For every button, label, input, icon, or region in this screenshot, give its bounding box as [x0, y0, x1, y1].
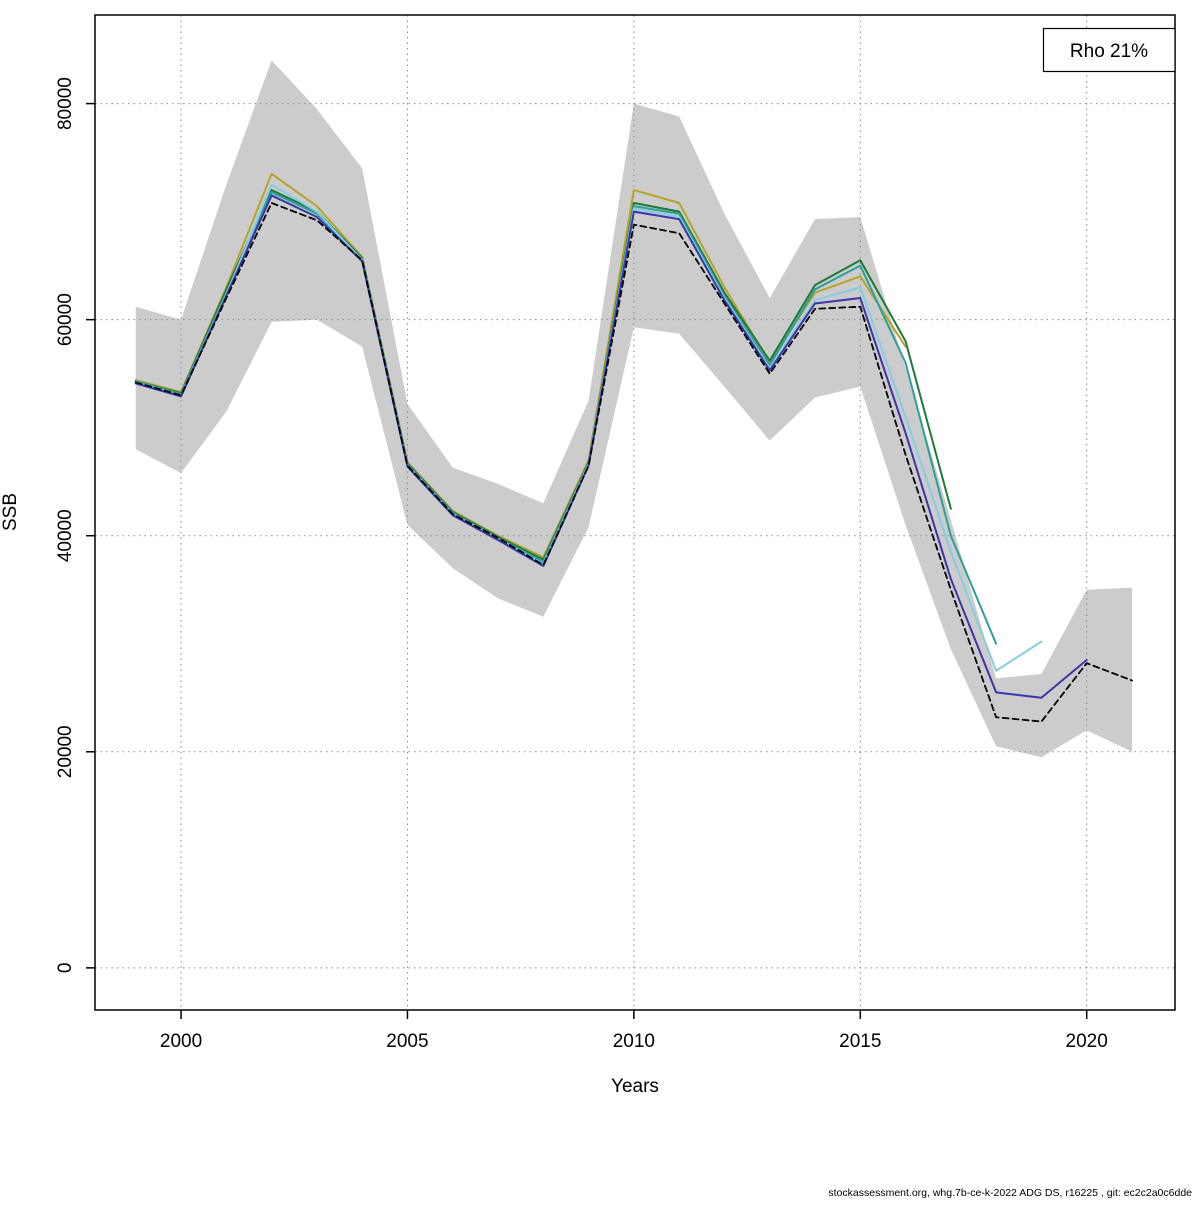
x-axis-title: Years — [611, 1076, 659, 1097]
y-tick-label: 40000 — [55, 509, 76, 562]
series-retro-peel-2020-line — [134, 194, 1088, 699]
footer-attribution: stockassessment.org, whg.7b-ce-k-2022 AD… — [828, 1187, 1192, 1199]
series-base-run-line — [134, 202, 1133, 723]
confidence-band — [135, 60, 1132, 758]
y-tick-label: 80000 — [55, 77, 76, 130]
x-tick-label: 2005 — [386, 1031, 428, 1052]
x-tick-label: 2010 — [613, 1031, 655, 1052]
plot-border — [94, 14, 1176, 1011]
legend-label: Rho 21% — [1070, 41, 1148, 62]
legend: Rho 21% — [1042, 27, 1176, 73]
x-tick-label: 2015 — [839, 1031, 881, 1052]
y-tick-label: 0 — [55, 963, 76, 974]
y-tick-label: 60000 — [55, 293, 76, 346]
plot-area: 2000 2005 2010 2015 2020 0 20000 40000 60000 8000… — [55, 15, 1175, 1052]
legend-box — [1042, 27, 1176, 73]
x-tick-label: 2020 — [1066, 1031, 1108, 1052]
y-axis-title: SSB — [0, 493, 21, 531]
y-tick-label: 20000 — [55, 725, 76, 778]
x-tick-label: 2000 — [160, 1031, 202, 1052]
